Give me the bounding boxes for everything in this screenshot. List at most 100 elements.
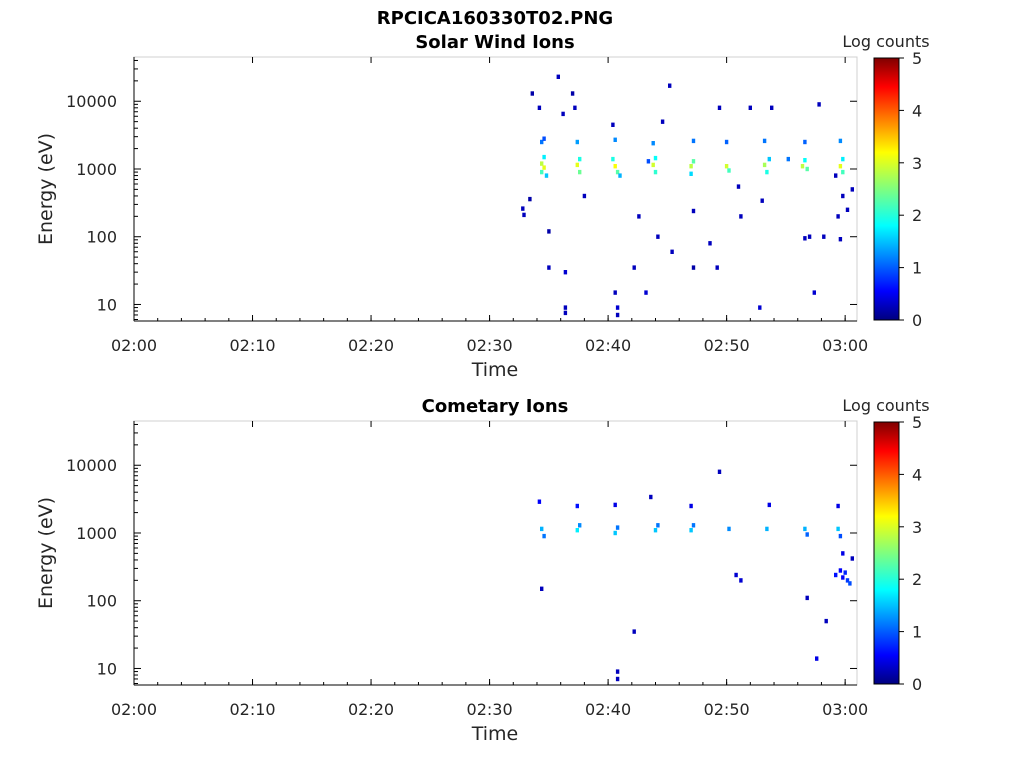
solar-wind-cell-13 — [613, 137, 617, 142]
cometary-cell-32 — [834, 572, 838, 578]
solar-wind-cell-4 — [540, 139, 544, 145]
solar-wind-cell-68 — [708, 241, 712, 246]
cometary-cell-16 — [691, 523, 696, 528]
colorbar-tick-label: 5 — [912, 49, 922, 68]
solar-wind-cell-56 — [615, 305, 620, 310]
cometary-cell-29 — [838, 533, 843, 539]
cometary-cell-15 — [689, 528, 693, 533]
cometary-cell-2 — [537, 499, 542, 504]
solar-wind-cell-9 — [575, 139, 579, 145]
cometary-cell-37 — [848, 581, 852, 586]
solar-wind-cell-1 — [540, 169, 544, 175]
cometary-cell-0 — [540, 526, 544, 532]
x-tick-label: 02:20 — [348, 700, 394, 719]
solar-wind-cell-41 — [528, 196, 532, 202]
solar-wind-cell-35 — [838, 164, 843, 169]
colorbar-top — [873, 57, 900, 321]
x-tick-label: 02:40 — [585, 336, 631, 355]
solar-wind-cell-3 — [544, 173, 549, 178]
solar-wind-cell-17 — [653, 169, 658, 175]
solar-wind-cell-25 — [727, 168, 731, 173]
cometary-cell-36 — [845, 578, 850, 583]
solar-wind-cell-58 — [632, 265, 636, 270]
solar-wind-cell-19 — [653, 155, 658, 161]
cometary-cell-4 — [575, 528, 579, 533]
y-tick-label: 100 — [86, 228, 117, 247]
solar-wind-cell-86 — [841, 193, 845, 199]
cometary-cell-8 — [615, 525, 620, 530]
y-tick-label: 10 — [97, 295, 117, 314]
solar-wind-cell-87 — [845, 207, 850, 212]
solar-wind-cell-70 — [717, 105, 722, 110]
x-tick-label: 02:00 — [111, 336, 157, 355]
solar-wind-cell-50 — [563, 310, 568, 316]
colorbar-tick-label: 4 — [912, 101, 922, 120]
colorbar-tick-label: 0 — [912, 311, 922, 330]
solar-wind-cell-53 — [582, 193, 587, 199]
solar-wind-cell-66 — [691, 265, 696, 270]
cometary-cell-24 — [803, 526, 807, 532]
y-tick-label: 1000 — [76, 160, 117, 179]
solar-wind-cell-23 — [689, 171, 693, 176]
solar-wind-cell-27 — [762, 162, 767, 168]
x-tick-label: 03:00 — [822, 336, 868, 355]
cometary-cell-11 — [615, 676, 620, 682]
solar-wind-cell-72 — [739, 214, 743, 219]
solar-wind-cell-47 — [561, 111, 565, 117]
cometary-cell-10 — [615, 669, 620, 674]
figure-title: RPCICA160330T02.PNG — [377, 8, 613, 29]
y-tick-label: 10000 — [66, 456, 117, 475]
cometary-cell-26 — [805, 595, 809, 601]
solar-wind-y-label: Energy (eV) — [35, 133, 57, 245]
cometary-panel: Cometary Ions 02:00 02:10 02:20 02:30 02:40 0… — [35, 396, 930, 745]
solar-wind-cell-82 — [822, 234, 826, 239]
cometary-cell-3 — [540, 586, 544, 591]
solar-wind-cell-22 — [691, 138, 696, 144]
solar-wind-cell-74 — [758, 305, 762, 310]
cometary-cell-14 — [656, 523, 660, 528]
solar-wind-cell-6 — [542, 154, 546, 160]
cometary-cell-23 — [767, 502, 771, 508]
cometary-cells — [537, 469, 854, 682]
cometary-axes: 02:00 02:10 02:20 02:30 02:40 02:50 03:00 10 100… — [66, 421, 868, 719]
solar-wind-cell-63 — [660, 119, 665, 124]
solar-wind-cell-64 — [670, 249, 674, 254]
cometary-title: Cometary Ions — [422, 396, 569, 417]
solar-wind-axes: 02:00 02:10 02:20 02:30 02:40 02:50 03:00 10 100… — [66, 57, 868, 355]
solar-wind-cell-36 — [841, 169, 845, 175]
solar-wind-cell-11 — [613, 164, 617, 169]
cometary-cell-12 — [649, 494, 653, 500]
cometary-cell-19 — [727, 526, 731, 532]
cometary-x-label: Time — [471, 723, 519, 745]
solar-wind-cell-28 — [765, 169, 769, 175]
colorbar-tick-label: 3 — [912, 154, 922, 173]
x-tick-label: 02:10 — [229, 336, 275, 355]
solar-wind-cell-48 — [563, 270, 568, 275]
x-tick-label: 03:00 — [822, 700, 868, 719]
solar-wind-cell-65 — [668, 83, 672, 88]
solar-wind-cell-88 — [850, 187, 854, 192]
x-tick-label: 02:30 — [467, 336, 513, 355]
cometary-cell-20 — [734, 572, 738, 578]
solar-wind-cell-62 — [656, 234, 660, 239]
cometary-cell-9 — [613, 502, 617, 508]
solar-wind-cell-10 — [578, 156, 582, 162]
solar-wind-cell-38 — [841, 156, 845, 162]
solar-wind-cell-67 — [691, 208, 696, 214]
x-tick-label: 02:00 — [111, 700, 157, 719]
cometary-cell-38 — [841, 575, 845, 580]
solar-wind-cell-84 — [836, 214, 840, 219]
solar-wind-cell-16 — [651, 162, 655, 168]
cometary-cell-7 — [613, 530, 617, 536]
solar-wind-cell-59 — [637, 214, 641, 219]
solar-wind-cell-71 — [736, 184, 741, 189]
solar-wind-cell-79 — [807, 234, 812, 239]
cometary-cell-6 — [575, 503, 579, 509]
solar-wind-cell-30 — [767, 156, 771, 162]
cometary-cell-40 — [632, 629, 636, 634]
solar-wind-cell-39 — [521, 206, 525, 211]
cometary-cell-34 — [841, 551, 845, 556]
colorbar-label-top: Log counts — [842, 32, 929, 51]
solar-wind-cell-57 — [615, 312, 620, 318]
